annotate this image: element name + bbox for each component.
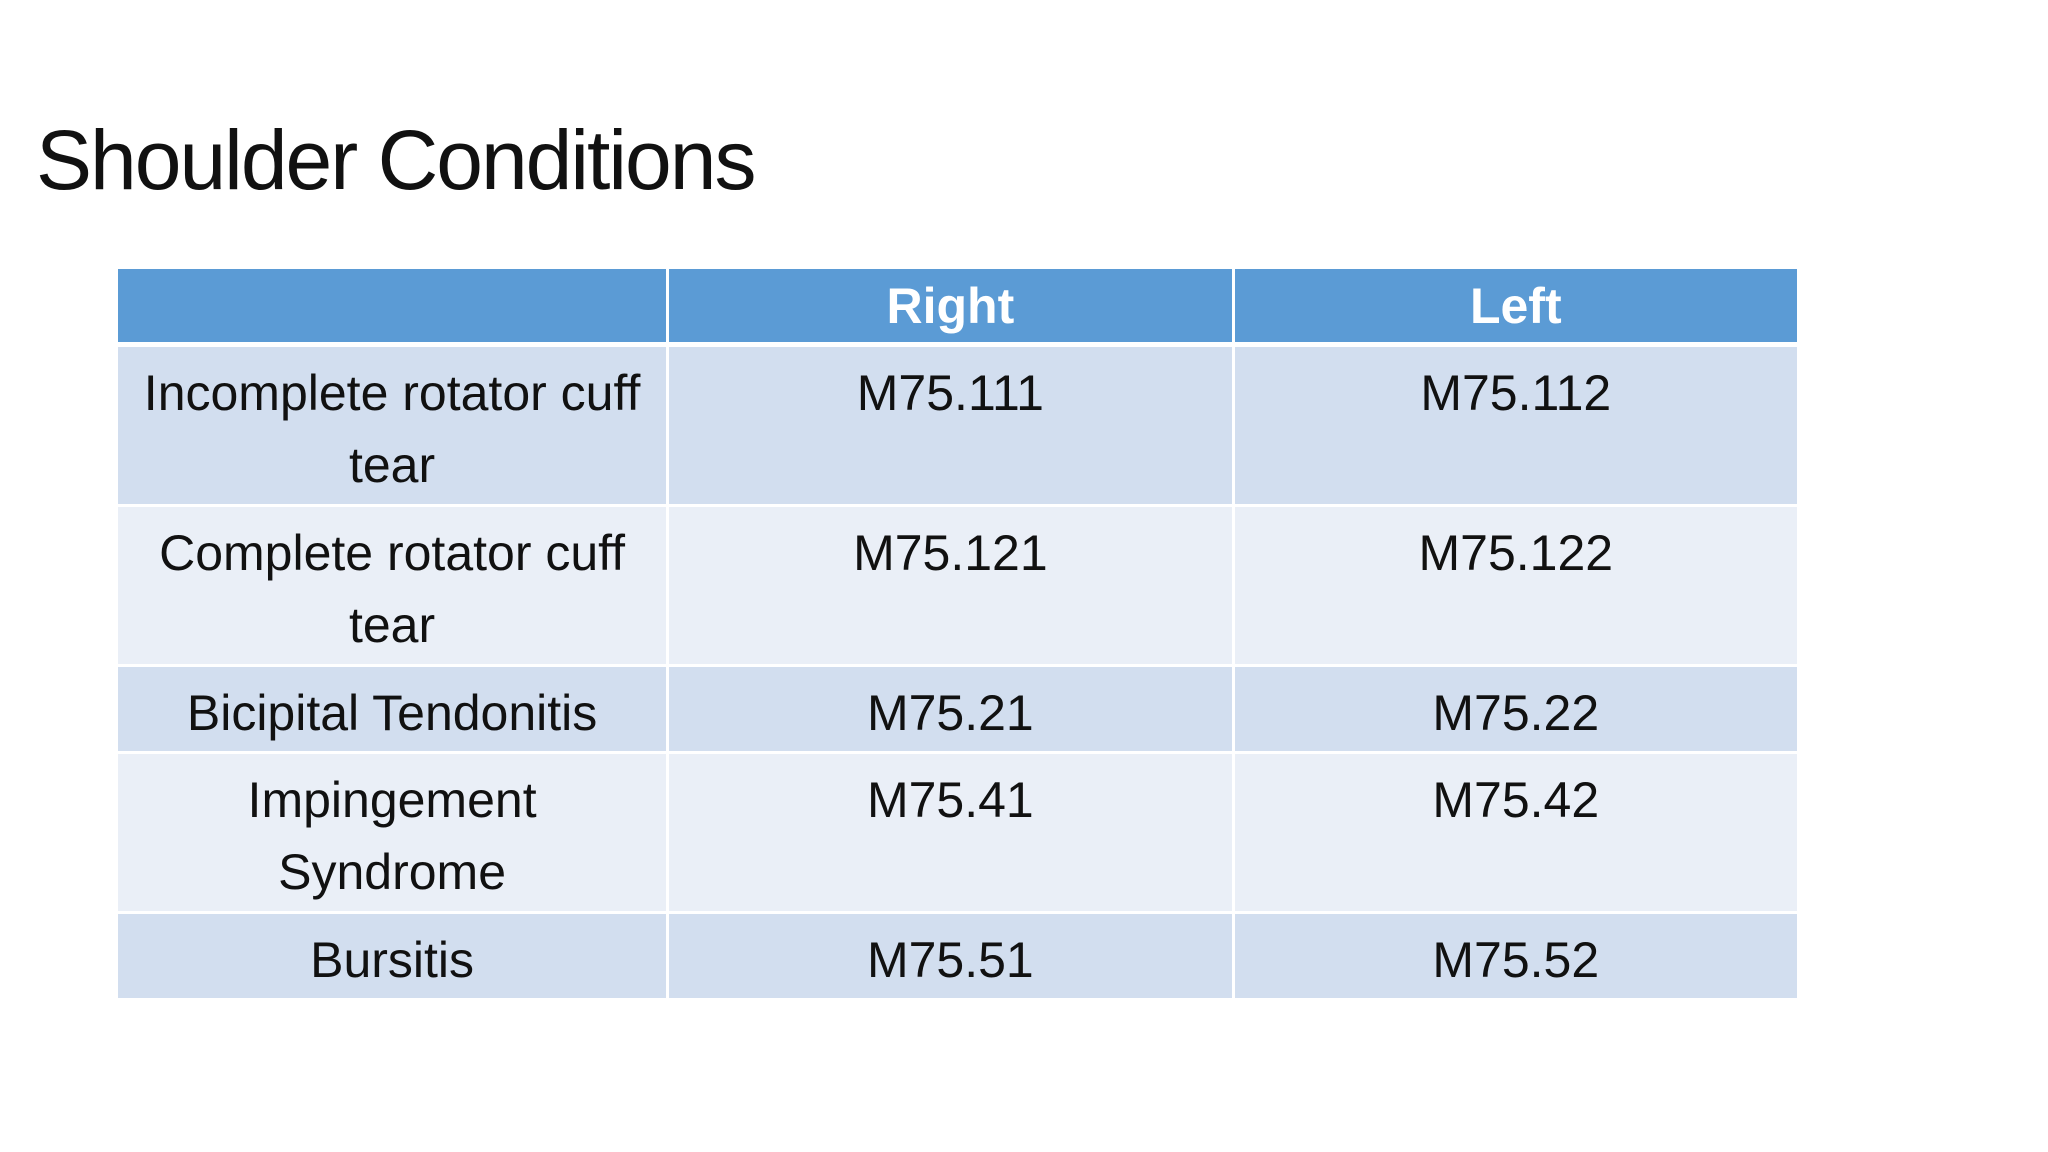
header-right: Right (667, 269, 1235, 347)
right-code-cell: M75.21 (667, 665, 1235, 754)
right-code-cell: M75.51 (667, 912, 1235, 1001)
table-row: Incomplete rotator cuff tear M75.111 M75… (118, 344, 1797, 507)
table-row: Bicipital Tendonitis M75.21 M75.22 (118, 665, 1797, 754)
right-code-cell: M75.41 (667, 752, 1235, 914)
condition-cell: Bicipital Tendonitis (118, 665, 670, 754)
condition-cell: Bursitis (118, 912, 670, 1001)
table-row: Impingement Syndrome M75.41 M75.42 (118, 752, 1797, 914)
header-left: Left (1233, 269, 1797, 347)
left-code-cell: M75.122 (1233, 505, 1797, 667)
condition-cell: Complete rotator cuff tear (118, 505, 670, 667)
table-row: Complete rotator cuff tear M75.121 M75.1… (118, 505, 1797, 667)
shoulder-conditions-table: Right Left Incomplete rotator cuff tear … (118, 269, 1797, 1001)
left-code-cell: M75.42 (1233, 752, 1797, 914)
header-row: Right Left (118, 269, 1797, 347)
header-condition (118, 269, 670, 347)
condition-cell: Impingement Syndrome (118, 752, 670, 914)
table-row: Bursitis M75.51 M75.52 (118, 912, 1797, 1001)
left-code-cell: M75.22 (1233, 665, 1797, 754)
right-code-cell: M75.121 (667, 505, 1235, 667)
right-code-cell: M75.111 (667, 344, 1235, 507)
left-code-cell: M75.112 (1233, 344, 1797, 507)
left-code-cell: M75.52 (1233, 912, 1797, 1001)
condition-cell: Incomplete rotator cuff tear (118, 344, 670, 507)
slide-title: Shoulder Conditions (36, 113, 756, 207)
